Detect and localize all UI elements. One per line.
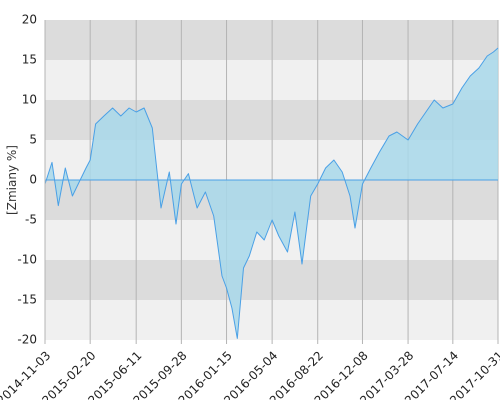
y-tick-label: 0 — [29, 173, 37, 187]
y-tick-label: -20 — [17, 333, 37, 347]
y-tick-label: -15 — [17, 293, 37, 307]
series-line — [44, 47, 499, 339]
y-tick-label: -5 — [25, 213, 37, 227]
y-tick-label: 5 — [29, 133, 37, 147]
y-tick-label: -10 — [17, 253, 37, 267]
y-tick-labels: 20 15 10 5 0 -5 -10 -15 -20 — [17, 13, 37, 347]
band — [45, 260, 498, 300]
band — [45, 20, 498, 60]
y-tick-label: 15 — [22, 53, 37, 67]
area-fill — [45, 48, 498, 339]
y-tick-label: 20 — [22, 13, 37, 27]
band — [45, 220, 498, 260]
band — [45, 300, 498, 340]
x-tick-labels: 2014-11-032015-02-202015-06-112015-09-28… — [0, 348, 500, 400]
y-axis-label: [Zmiany %] — [5, 145, 19, 215]
y-tick-label: 10 — [22, 93, 37, 107]
band — [45, 60, 498, 100]
